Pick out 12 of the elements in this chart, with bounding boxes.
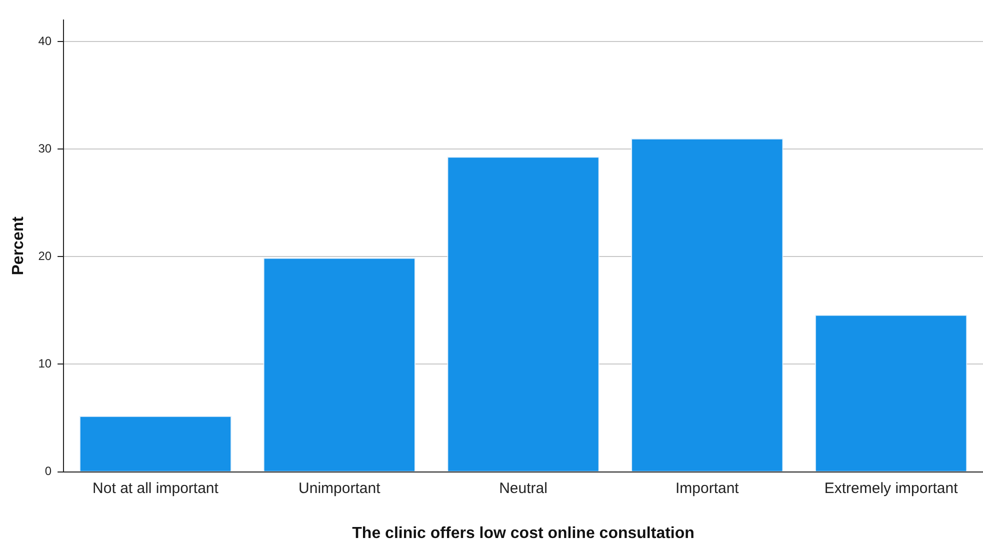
- x-tick-label: Important: [675, 480, 740, 497]
- y-tick-label: 10: [38, 356, 52, 371]
- x-tick-label: Unimportant: [298, 480, 382, 497]
- x-tick-label: Neutral: [499, 480, 548, 497]
- x-tick-label: Not at all important: [92, 480, 220, 497]
- y-tick-label: 40: [38, 34, 52, 48]
- y-tick-label: 0: [44, 464, 52, 478]
- x-axis-title: The clinic offers low cost online consultation: [352, 524, 694, 542]
- y-tick-label: 30: [38, 141, 52, 156]
- x-tick-label: Extremely important: [824, 480, 959, 497]
- y-tick-label: 20: [38, 248, 52, 263]
- y-axis-title: Percent: [10, 216, 28, 276]
